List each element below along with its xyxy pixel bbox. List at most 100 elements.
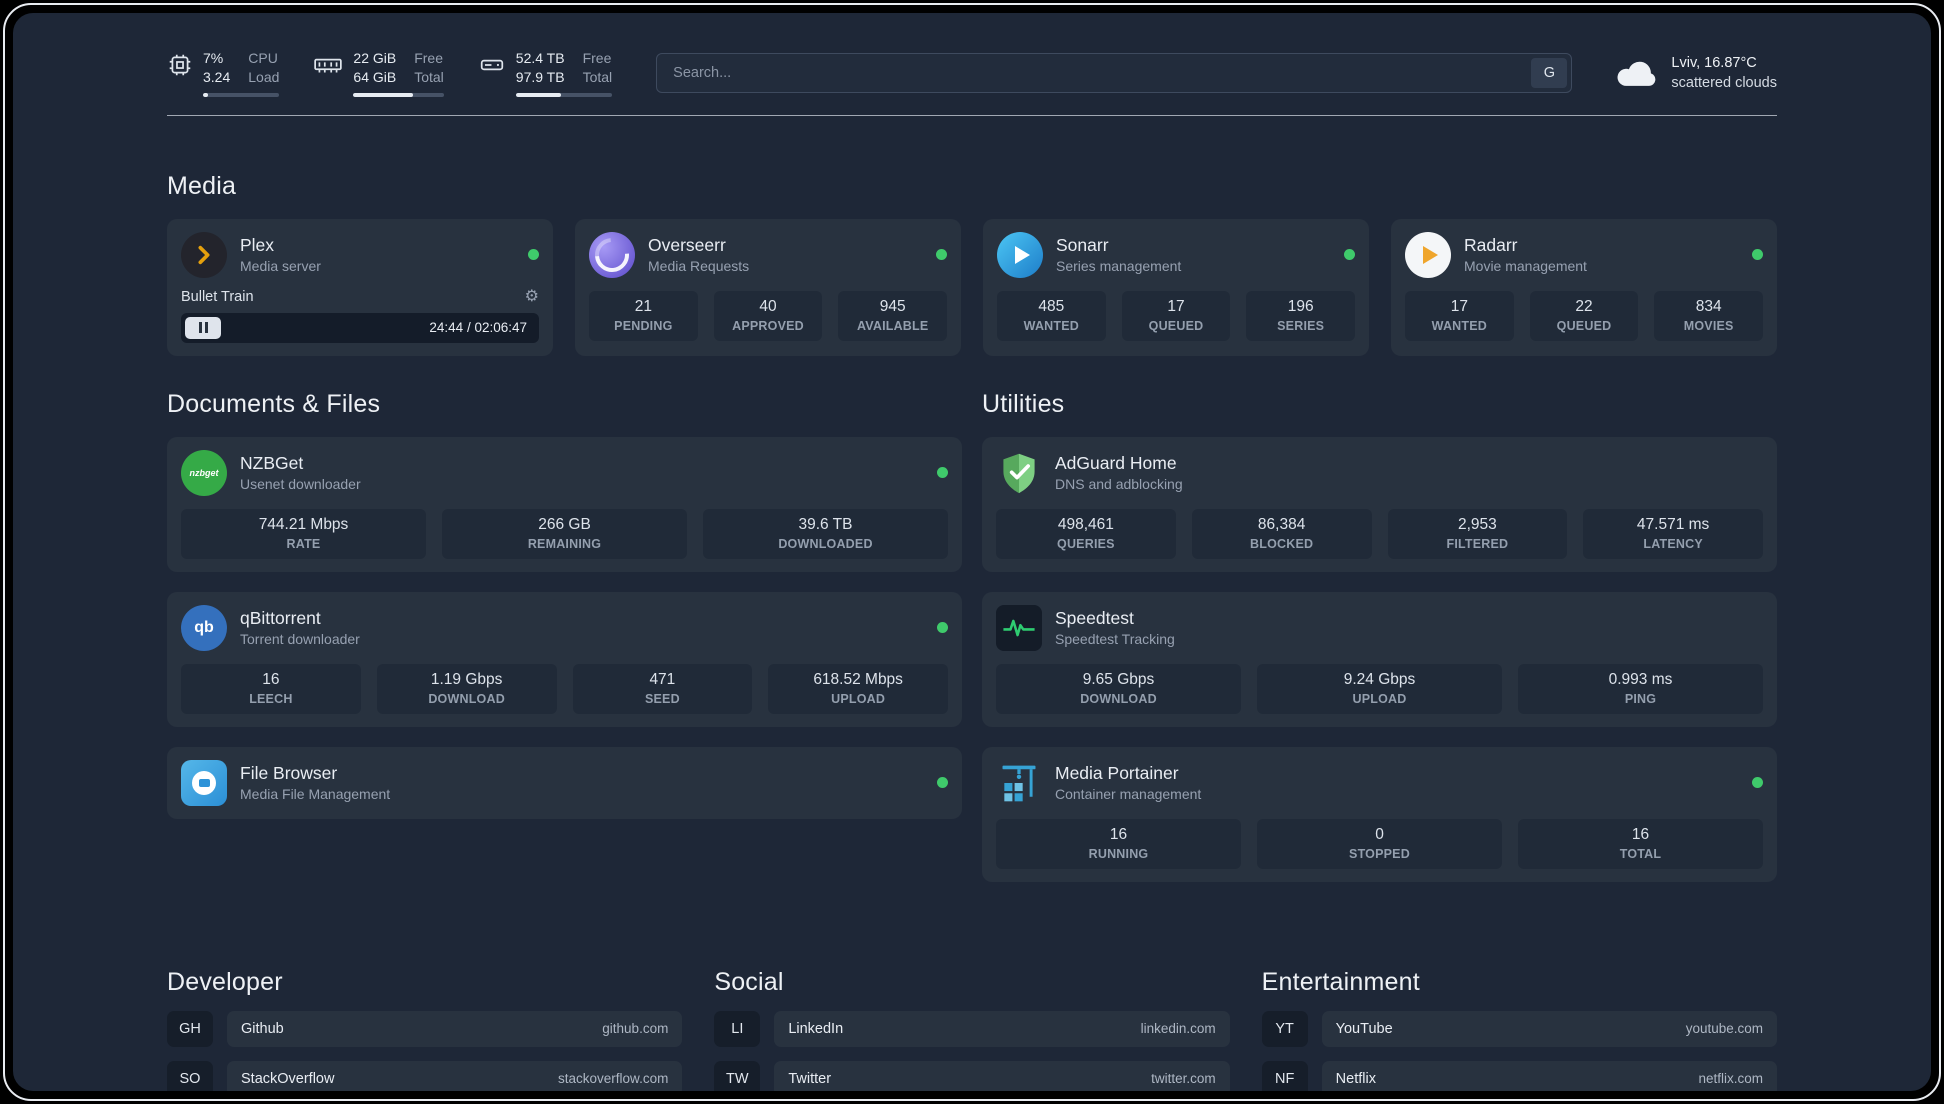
- link-pill: StackOverflow stackoverflow.com: [227, 1060, 683, 1091]
- media-grid: Plex Media server Bullet Train ⚙ 24:44 /…: [167, 218, 1777, 356]
- stat-box: 485 WANTED: [997, 290, 1106, 341]
- qbittorrent-icon: qb: [181, 604, 227, 651]
- cpu-icon: [167, 52, 193, 78]
- stat-box: 47.571 ms LATENCY: [1583, 508, 1763, 559]
- search-bar: G: [656, 52, 1573, 93]
- utilities-section-title: Utilities: [982, 389, 1065, 418]
- link-pill: Netflix netflix.com: [1321, 1060, 1777, 1091]
- qbittorrent-card[interactable]: qb qBittorrent Torrent downloader 16 LEEC…: [167, 591, 962, 727]
- link-code: TW: [714, 1060, 761, 1091]
- stat-box: 40 APPROVED: [713, 290, 823, 341]
- disk-total-value: 97.9 TB: [515, 68, 565, 85]
- app-name: Media Portainer: [1055, 763, 1179, 784]
- developer-links: Developer GH Github github.com SO StackO…: [167, 967, 683, 1091]
- link-stackoverflow[interactable]: SO StackOverflow stackoverflow.com: [167, 1060, 683, 1091]
- status-dot: [937, 622, 948, 634]
- adguard-shield-icon: [996, 450, 1042, 496]
- memory-total-label: Total: [414, 68, 444, 85]
- link-github[interactable]: GH Github github.com: [167, 1010, 683, 1047]
- disk-monitor: 52.4 TB 97.9 TB Free Total: [478, 49, 613, 97]
- stat-box: 1.19 Gbps DOWNLOAD: [376, 663, 557, 714]
- stat-box: 0.993 ms PING: [1518, 663, 1763, 714]
- filebrowser-icon: [181, 759, 227, 806]
- overseerr-icon: [589, 231, 635, 278]
- nzbget-card[interactable]: nzbget NZBGet Usenet downloader 744.21 M…: [167, 436, 962, 572]
- cpu-monitor: 7% 3.24 CPU Load: [167, 49, 280, 97]
- link-code: LI: [714, 1010, 761, 1047]
- stat-box: 21 PENDING: [589, 290, 698, 341]
- link-netflix[interactable]: NF Netflix netflix.com: [1261, 1060, 1777, 1091]
- stat-box: 16 LEECH: [181, 663, 361, 714]
- app-subtitle: Media File Management: [240, 786, 391, 803]
- status-dot: [1752, 249, 1763, 261]
- cpu-progress-bar: [203, 92, 280, 97]
- search-input[interactable]: [656, 52, 1573, 93]
- sonarr-card[interactable]: Sonarr Series management 485 WANTED 17 QUE…: [983, 218, 1369, 356]
- app-name: Plex: [240, 235, 275, 256]
- sonarr-icon: [997, 231, 1043, 278]
- speedtest-waveform-icon: [996, 604, 1042, 651]
- radarr-icon: [1405, 231, 1451, 278]
- filebrowser-card[interactable]: File Browser Media File Management: [167, 746, 962, 819]
- stat-box: 22 QUEUED: [1529, 290, 1639, 341]
- entertainment-section-title: Entertainment: [1261, 967, 1420, 996]
- status-dot: [528, 249, 539, 261]
- app-subtitle: Series management: [1056, 258, 1182, 275]
- memory-total-value: 64 GiB: [353, 68, 397, 85]
- developer-section-title: Developer: [167, 967, 283, 996]
- stat-box: 9.24 Gbps UPLOAD: [1257, 663, 1502, 714]
- social-links: Social LI LinkedIn linkedin.com TW Twitt…: [714, 967, 1230, 1091]
- disk-progress-bar: [515, 92, 613, 97]
- disk-total-label: Total: [582, 68, 613, 85]
- documents-column: Documents & Files nzbget NZBGet Usenet d…: [167, 390, 962, 902]
- link-pill: LinkedIn linkedin.com: [774, 1010, 1230, 1047]
- utilities-column: Utilities: [982, 390, 1777, 902]
- stat-box: 9.65 Gbps DOWNLOAD: [996, 663, 1241, 714]
- link-youtube[interactable]: YT YouTube youtube.com: [1261, 1010, 1777, 1047]
- app-name: Overseerr: [648, 235, 726, 256]
- app-subtitle: Movie management: [1464, 258, 1587, 275]
- system-monitors: 7% 3.24 CPU Load: [167, 49, 613, 97]
- app-name: qBittorrent: [240, 608, 321, 629]
- link-twitter[interactable]: TW Twitter twitter.com: [714, 1060, 1230, 1091]
- stat-box: 196 SERIES: [1246, 290, 1356, 341]
- app-subtitle: Usenet downloader: [240, 476, 361, 493]
- link-pill: Twitter twitter.com: [774, 1060, 1230, 1091]
- plex-icon: [181, 231, 227, 278]
- cpu-load-label: Load: [248, 68, 280, 85]
- link-pill: Github github.com: [227, 1010, 683, 1047]
- stat-box: 39.6 TB DOWNLOADED: [703, 508, 948, 559]
- link-linkedin[interactable]: LI LinkedIn linkedin.com: [714, 1010, 1230, 1047]
- link-code: NF: [1261, 1060, 1308, 1091]
- stat-box: 834 MOVIES: [1654, 290, 1764, 341]
- stat-box: 744.21 Mbps RATE: [181, 508, 426, 559]
- memory-free-value: 22 GiB: [353, 50, 397, 66]
- link-code: YT: [1261, 1010, 1308, 1047]
- overseerr-card[interactable]: Overseerr Media Requests 21 PENDING 40 APP…: [575, 218, 961, 356]
- speedtest-card[interactable]: Speedtest Speedtest Tracking 9.65 Gbps DO…: [982, 591, 1777, 727]
- stat-box: 945 AVAILABLE: [838, 290, 948, 341]
- ram-icon: [313, 52, 343, 78]
- plex-card[interactable]: Plex Media server Bullet Train ⚙ 24:44 /…: [167, 218, 553, 356]
- stat-box: 2,953 FILTERED: [1387, 508, 1568, 559]
- media-section-title: Media: [167, 171, 237, 200]
- stat-box: 17 QUEUED: [1121, 290, 1231, 341]
- nzbget-icon: nzbget: [181, 449, 227, 496]
- adguard-card[interactable]: AdGuard Home DNS and adblocking 498,461 Q…: [982, 436, 1777, 572]
- app-name: Sonarr: [1056, 235, 1109, 256]
- playback-progress-bar[interactable]: 24:44 / 02:06:47: [181, 312, 539, 343]
- dashboard-root: 7% 3.24 CPU Load: [13, 13, 1931, 1091]
- app-subtitle: Media server: [240, 258, 321, 275]
- cpu-usage-value: 7%: [203, 50, 224, 66]
- gear-icon[interactable]: ⚙: [524, 287, 539, 305]
- social-section-title: Social: [714, 967, 784, 996]
- documents-section-title: Documents & Files: [167, 389, 381, 418]
- pause-button[interactable]: [185, 316, 221, 339]
- search-engine-button[interactable]: G: [1531, 57, 1568, 88]
- portainer-card[interactable]: Media Portainer Container management 16 R…: [982, 746, 1777, 882]
- stat-box: 618.52 Mbps UPLOAD: [768, 663, 948, 714]
- links-grid: Developer GH Github github.com SO StackO…: [167, 968, 1777, 1091]
- status-dot: [1344, 249, 1355, 261]
- weather-location: Lviv, 16.87°C: [1671, 54, 1757, 71]
- radarr-card[interactable]: Radarr Movie management 17 WANTED 22 QUEUE…: [1391, 218, 1777, 356]
